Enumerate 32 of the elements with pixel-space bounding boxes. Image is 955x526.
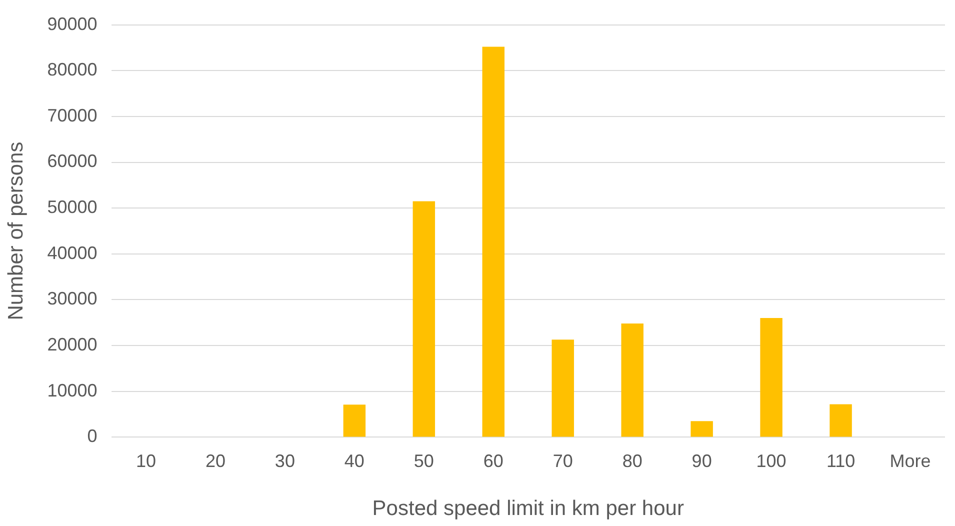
- x-tick-label: 90: [692, 450, 712, 471]
- x-tick-label: 110: [826, 450, 856, 471]
- y-tick-label: 60000: [47, 151, 98, 172]
- y-tick-label: 0: [87, 426, 98, 446]
- x-tick-label: 80: [622, 450, 642, 471]
- y-axis-title: Number of persons: [4, 142, 28, 320]
- x-tick-label: 60: [483, 450, 504, 471]
- bar: [760, 318, 782, 437]
- x-tick-label: 20: [205, 450, 226, 471]
- bar: [830, 404, 852, 437]
- x-tick-label: 40: [344, 450, 364, 471]
- y-tick-label: 80000: [47, 60, 98, 80]
- y-tick-label: 50000: [47, 197, 98, 218]
- y-tick-label: 70000: [47, 105, 98, 126]
- y-tick-label: 10000: [47, 380, 98, 400]
- x-tick-label: 100: [756, 450, 786, 471]
- x-tick-label: More: [890, 450, 931, 471]
- x-tick-label: 10: [136, 450, 156, 471]
- y-tick-label: 90000: [47, 14, 98, 34]
- x-tick-label: 30: [274, 450, 295, 471]
- bar: [412, 201, 436, 437]
- y-tick-label: 20000: [47, 334, 98, 355]
- x-tick-label: 50: [414, 450, 434, 471]
- x-tick-label: 70: [552, 450, 573, 471]
- bar: [552, 340, 574, 437]
- x-axis-title: Posted speed limit in km per hour: [372, 497, 684, 520]
- bar: [690, 421, 713, 437]
- y-tick-label: 40000: [47, 242, 98, 263]
- bar: [482, 46, 505, 437]
- bar: [621, 324, 644, 437]
- bar: [343, 404, 366, 437]
- y-tick-label: 30000: [47, 288, 98, 309]
